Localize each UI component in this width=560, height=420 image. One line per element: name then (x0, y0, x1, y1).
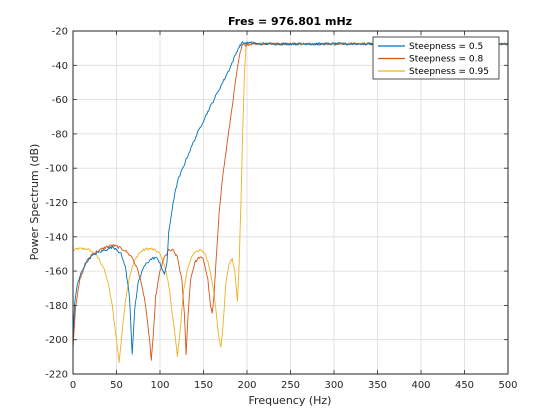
x-tick-label: 200 (237, 380, 256, 391)
chart-title: Fres = 976.801 mHz (228, 15, 352, 28)
y-tick-label: -120 (45, 198, 68, 209)
legend-label-1: Steepness = 0.5 (409, 42, 483, 52)
y-tick-label: -140 (45, 232, 68, 243)
axis-ticks: 0 50 100 150 200 250 300 350 400 450 500 -20 -40 -60 -… (45, 27, 517, 392)
y-tick-label: -200 (45, 335, 68, 346)
x-tick-label: 450 (455, 380, 474, 391)
y-tick-label: -180 (45, 301, 68, 312)
legend-label-3: Steepness = 0.95 (409, 67, 489, 77)
x-tick-label: 50 (110, 380, 123, 391)
y-tick-label: -160 (45, 267, 68, 278)
x-tick-label: 150 (194, 380, 213, 391)
y-tick-label: -60 (52, 95, 68, 106)
x-tick-label: 250 (281, 380, 300, 391)
y-tick-label: -220 (45, 370, 68, 381)
x-tick-label: 100 (150, 380, 169, 391)
y-tick-label: -20 (52, 27, 68, 38)
y-tick-label: -40 (52, 61, 68, 72)
x-tick-label: 350 (368, 380, 387, 391)
y-tick-label: -100 (45, 164, 68, 175)
x-axis-label: Frequency (Hz) (249, 394, 332, 407)
y-axis-label: Power Spectrum (dB) (28, 144, 41, 261)
x-tick-label: 0 (70, 380, 76, 391)
legend-label-2: Steepness = 0.8 (409, 55, 483, 65)
x-tick-label: 300 (324, 380, 343, 391)
x-tick-label: 500 (498, 380, 517, 391)
x-tick-label: 400 (411, 380, 430, 391)
y-tick-label: -80 (52, 129, 68, 140)
legend: Steepness = 0.5 Steepness = 0.8 Steepness … (372, 36, 500, 80)
